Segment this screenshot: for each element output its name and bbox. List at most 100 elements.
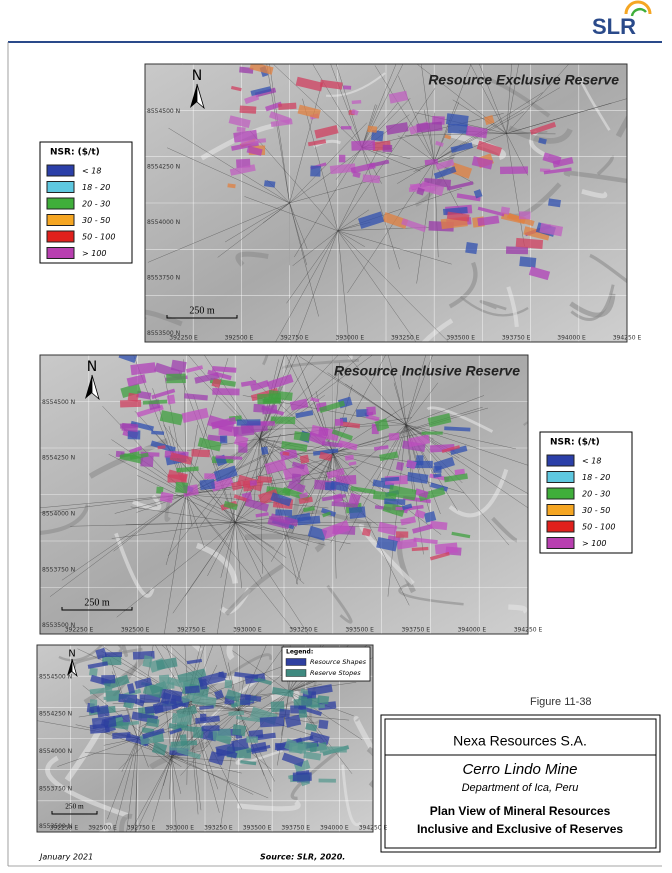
drillhole <box>232 650 290 692</box>
easting: 393000 E <box>233 627 262 634</box>
ore-shape <box>146 717 160 728</box>
ore-shape <box>405 459 417 470</box>
ore-shape <box>127 430 141 440</box>
north-label: N <box>68 648 75 659</box>
ore-shape <box>429 520 448 531</box>
drillhole <box>434 101 460 162</box>
ore-shape <box>121 422 139 433</box>
caption-line: Inclusive and Exclusive of Reserves <box>417 822 623 836</box>
ore-shape <box>263 397 281 404</box>
ore-shape <box>175 481 189 494</box>
legend-title: Legend: <box>286 649 313 656</box>
drillhole <box>171 757 182 794</box>
drillhole <box>337 230 417 342</box>
ore-shape <box>350 162 376 174</box>
ore-shape <box>326 467 345 479</box>
ridge <box>507 125 573 144</box>
drillhole <box>288 683 322 692</box>
ore-shape <box>233 425 255 437</box>
drillhole <box>134 738 138 832</box>
legend-label: 20 - 30 <box>82 200 110 209</box>
ore-shape <box>204 473 217 480</box>
ore-shape <box>184 685 200 694</box>
ridge <box>190 645 203 653</box>
drillhole <box>259 355 292 439</box>
drillhole <box>289 202 308 250</box>
drillhole <box>238 710 265 776</box>
ore-shape <box>443 473 468 483</box>
north-arrow <box>67 659 72 676</box>
ore-shape <box>441 445 461 454</box>
drillhole <box>292 230 338 266</box>
drillhole <box>171 757 236 762</box>
ore-shape <box>542 152 562 166</box>
drillhole <box>216 522 236 634</box>
drillhole <box>137 475 236 523</box>
drillhole <box>289 81 323 204</box>
drillhole <box>332 407 489 453</box>
ridge <box>479 300 507 311</box>
easting: 394250 E <box>359 825 388 832</box>
easting: 392500 E <box>88 825 117 832</box>
ore-shape <box>377 521 398 536</box>
drillhole <box>235 522 242 589</box>
drillhole <box>235 522 326 546</box>
ridge <box>491 516 518 543</box>
ore-shape <box>159 410 184 426</box>
ore-shape <box>112 732 131 739</box>
ore-shape <box>297 104 321 119</box>
drillhole <box>111 522 236 539</box>
ridge <box>132 494 162 511</box>
drillhole <box>130 506 236 523</box>
drillhole <box>327 372 407 425</box>
ore-shape <box>319 400 346 413</box>
drillhole <box>405 355 433 425</box>
ore-shape <box>365 413 380 422</box>
ore-shape <box>101 674 116 684</box>
ridge <box>121 645 129 658</box>
ore-shape <box>298 709 308 718</box>
figure-box <box>380 714 661 853</box>
location: Department of Ica, Peru <box>462 782 579 794</box>
ore-shape <box>416 121 443 133</box>
ore-shape <box>401 218 427 233</box>
ore-shape <box>228 710 245 716</box>
ore-shape <box>253 676 273 686</box>
ore-shape <box>356 408 369 417</box>
ore-shape <box>288 742 307 754</box>
ore-shape <box>293 431 310 442</box>
ore-shape <box>477 215 500 227</box>
ore-shape <box>228 115 251 129</box>
ore-shape <box>350 486 376 495</box>
drillhole <box>235 522 262 579</box>
ore-shape <box>299 454 310 464</box>
north-arrow <box>190 84 197 108</box>
ore-shape <box>348 493 361 506</box>
ore-shape <box>547 198 561 208</box>
ore-shape <box>445 113 469 127</box>
ore-shape <box>250 379 270 392</box>
ore-shape <box>176 466 199 473</box>
ore-shape <box>176 747 201 760</box>
ore-shape <box>89 705 101 714</box>
legend-swatch <box>546 471 575 483</box>
easting: 392250 E <box>65 627 94 634</box>
legend-swatch <box>546 504 575 516</box>
easting: 393250 E <box>289 627 318 634</box>
ore-shape <box>435 159 455 170</box>
mine: Cerro Lindo Mine <box>462 761 577 778</box>
legend-swatch <box>546 454 575 467</box>
ore-shape <box>543 167 572 175</box>
ore-shape <box>291 461 306 470</box>
footer-date: January 2021 <box>38 853 93 862</box>
north-label: N <box>192 68 202 84</box>
legend-label: 30 - 50 <box>82 216 110 225</box>
ore-shape <box>450 162 473 179</box>
ore-shape <box>229 164 256 176</box>
drillhole <box>180 710 239 776</box>
footer-source: Source: SLR, 2020. <box>260 853 345 862</box>
ore-shape <box>382 144 393 152</box>
ore-shape <box>142 399 168 405</box>
ore-shape <box>291 473 301 484</box>
ore-shape <box>87 661 109 669</box>
